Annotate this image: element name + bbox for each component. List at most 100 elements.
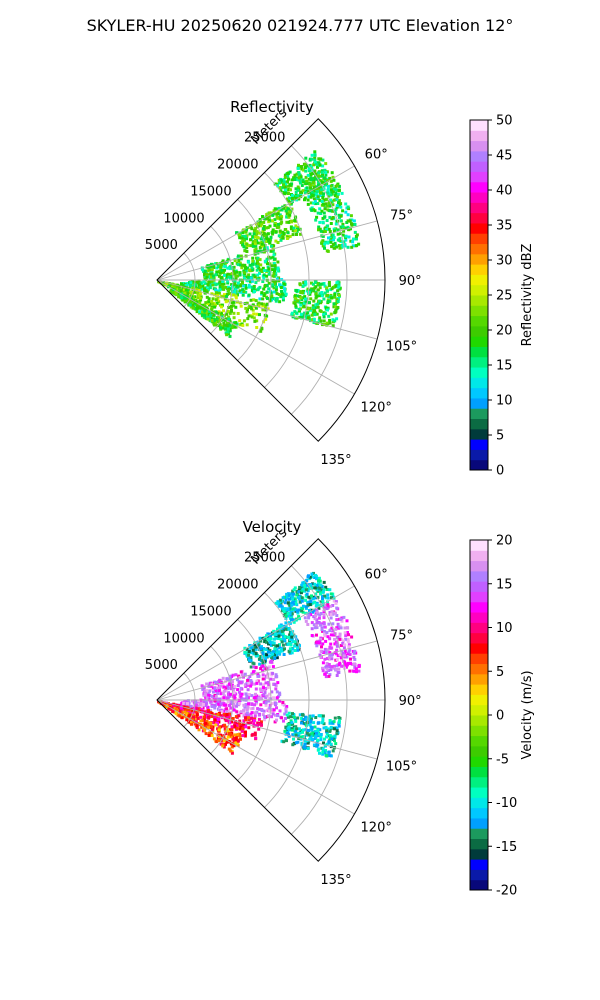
- echo-cell: [230, 326, 234, 330]
- echo-cell: [354, 651, 358, 655]
- echo-cell: [271, 232, 275, 236]
- echo-cell: [275, 718, 278, 722]
- echo-cell: [229, 692, 232, 696]
- echo-cell: [314, 596, 318, 600]
- echo-cell: [207, 266, 211, 270]
- echo-cell: [256, 288, 260, 292]
- echo-cell: [331, 604, 335, 607]
- echo-cell: [292, 176, 296, 180]
- echo-cell: [193, 299, 197, 303]
- echo-cell: [306, 623, 310, 626]
- echo-cell: [303, 196, 307, 200]
- echo-cell: [243, 263, 247, 267]
- echo-cell: [295, 229, 299, 233]
- echo-cell: [315, 215, 319, 219]
- echo-cell: [275, 634, 279, 638]
- echo-cell: [280, 739, 284, 743]
- echo-cell: [326, 293, 329, 297]
- echo-cell: [322, 606, 326, 610]
- echo-cell: [327, 656, 331, 660]
- echo-cell: [294, 296, 298, 300]
- radial-tick-label: 10000: [163, 631, 204, 646]
- echo-cell: [313, 730, 316, 734]
- echo-cell: [232, 270, 235, 274]
- echo-cell: [347, 228, 351, 232]
- echo-cell: [263, 244, 267, 247]
- echo-cell: [289, 609, 293, 612]
- echo-cell: [275, 675, 279, 679]
- radial-tick-label: 20000: [217, 578, 258, 593]
- echo-cell: [242, 271, 246, 275]
- echo-cell: [353, 223, 357, 226]
- echo-cell: [251, 262, 255, 266]
- echo-cell: [231, 680, 234, 684]
- echo-cell: [286, 212, 290, 216]
- echo-cell: [321, 158, 325, 162]
- echo-cell: [227, 732, 231, 735]
- echo-cell: [236, 285, 240, 289]
- echo-cell: [246, 688, 250, 692]
- echo-cell: [233, 325, 237, 329]
- echo-cell: [200, 725, 204, 729]
- echo-cell: [273, 269, 276, 273]
- echo-cell: [300, 583, 304, 587]
- echo-cell: [289, 225, 293, 229]
- echo-cell: [219, 692, 223, 696]
- echo-cell: [313, 725, 317, 729]
- colorbar-swatch: [470, 817, 488, 829]
- echo-cell: [317, 604, 321, 608]
- echo-cell: [283, 729, 287, 733]
- echo-cell: [239, 737, 242, 741]
- echo-cell: [306, 589, 310, 593]
- echo-cell: [189, 299, 193, 303]
- echo-cell: [306, 198, 310, 202]
- echo-cell: [281, 298, 285, 302]
- echo-cell: [267, 665, 271, 669]
- echo-cell: [321, 600, 325, 603]
- echo-cell: [190, 722, 193, 726]
- echo-cell: [298, 617, 301, 621]
- echo-cell: [330, 626, 334, 630]
- echo-cell: [245, 250, 249, 253]
- echo-cell: [281, 596, 285, 600]
- echo-cell: [299, 291, 303, 294]
- echo-cell: [298, 731, 302, 735]
- echo-cell: [249, 298, 253, 302]
- echo-cell: [333, 727, 337, 731]
- echo-cell: [238, 236, 242, 240]
- echo-cell: [212, 266, 216, 269]
- echo-cell: [212, 319, 216, 323]
- echo-cell: [256, 697, 259, 700]
- echo-cell: [332, 666, 336, 670]
- colorbar-swatch: [470, 859, 488, 870]
- echo-cell: [260, 222, 264, 226]
- echo-cell: [337, 724, 341, 728]
- echo-cell: [244, 716, 247, 720]
- echo-cell: [217, 735, 221, 739]
- echo-cell: [236, 678, 239, 682]
- echo-cell: [290, 635, 294, 639]
- echo-cell: [254, 299, 258, 303]
- echo-cell: [237, 723, 241, 727]
- echo-cell: [298, 173, 302, 177]
- echo-cell: [217, 289, 220, 293]
- echo-cell: [290, 633, 294, 637]
- echo-cell: [299, 735, 303, 739]
- echo-cell: [286, 174, 290, 178]
- echo-cell: [209, 725, 213, 729]
- echo-cell: [231, 717, 235, 721]
- echo-cell: [282, 178, 286, 182]
- echo-cell: [334, 305, 338, 309]
- echo-cell: [267, 650, 271, 654]
- echo-cell: [251, 308, 255, 312]
- echo-cell: [232, 744, 236, 748]
- echo-cell: [280, 215, 284, 219]
- echo-cell: [241, 323, 245, 327]
- echo-cell: [226, 288, 230, 292]
- echo-cell: [346, 205, 350, 209]
- colorbar-swatch: [470, 663, 488, 675]
- colorbar-tick-label: 0: [496, 709, 504, 724]
- echo-cell: [298, 309, 301, 313]
- echo-cell: [314, 573, 317, 577]
- echo-cell: [305, 579, 308, 583]
